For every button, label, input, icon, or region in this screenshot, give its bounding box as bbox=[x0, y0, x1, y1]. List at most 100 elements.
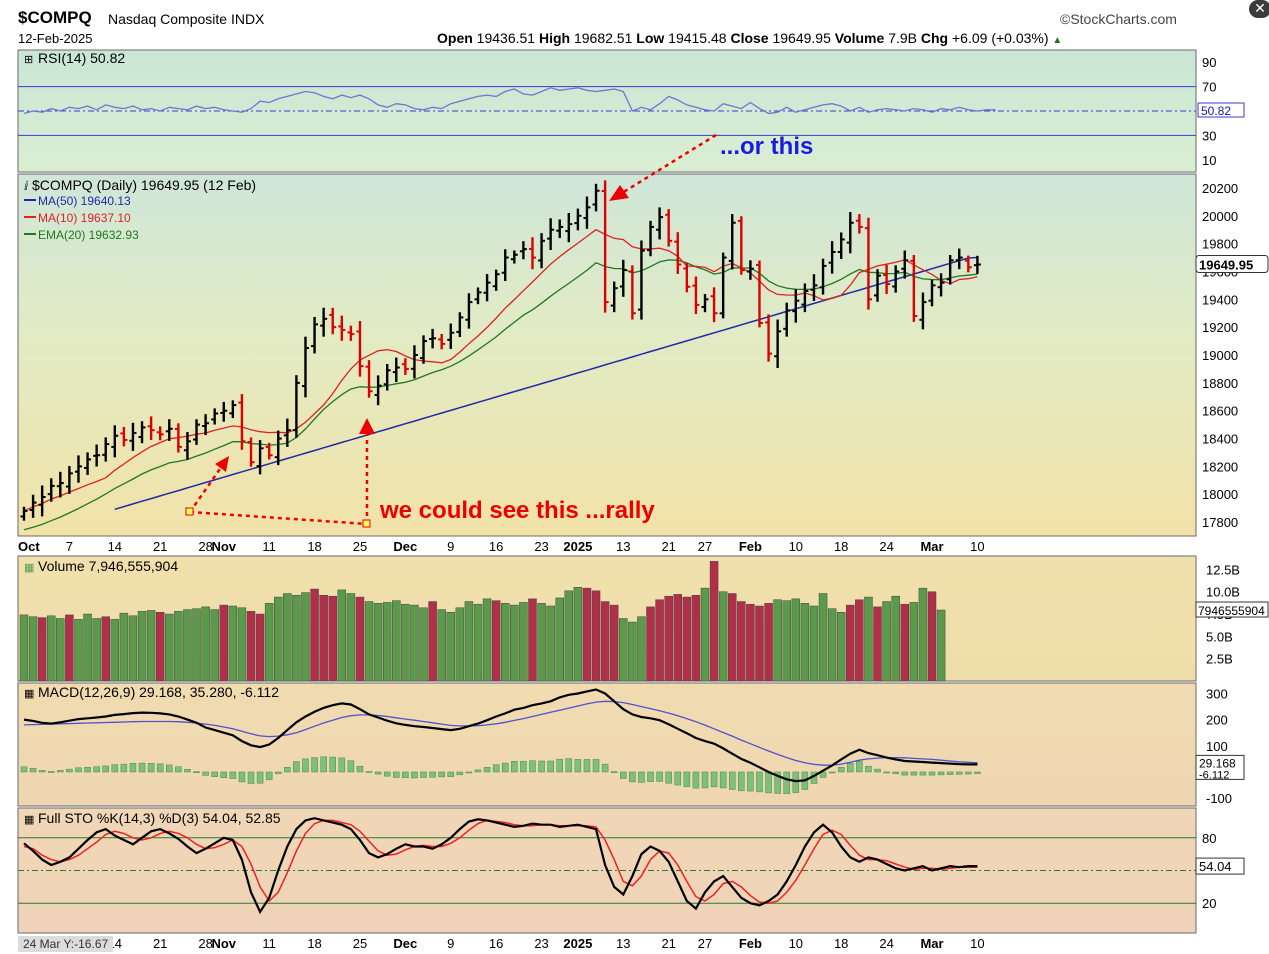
panel-macd bbox=[17, 682, 1197, 807]
macd-histogram-bar bbox=[937, 771, 945, 776]
macd-histogram-bar bbox=[456, 771, 464, 776]
sto-x-tick-label: 10 bbox=[970, 936, 984, 951]
macd-histogram-bar bbox=[583, 759, 591, 773]
volume-bar bbox=[519, 602, 528, 682]
volume-bar bbox=[764, 603, 773, 682]
sto-x-tick-label: Feb bbox=[739, 936, 762, 951]
volume-value: 7.9B bbox=[888, 30, 917, 46]
volume-bar bbox=[918, 587, 928, 682]
volume-bar bbox=[900, 603, 910, 682]
macd-last-label: 29.168 bbox=[1199, 756, 1236, 770]
price-x-tick-label: Dec bbox=[393, 539, 417, 554]
macd-histogram-bar bbox=[147, 763, 155, 773]
macd-histogram-bar bbox=[156, 763, 164, 773]
macd-histogram-bar bbox=[520, 760, 527, 773]
volume-bar bbox=[401, 603, 410, 682]
macd-histogram-bar bbox=[610, 771, 618, 773]
panel-price bbox=[17, 173, 1197, 537]
macd-histogram-bar bbox=[465, 771, 473, 774]
price-x-tick-label: Mar bbox=[920, 539, 943, 554]
volume-bar bbox=[255, 613, 265, 682]
macd-histogram-bar bbox=[592, 759, 600, 773]
chg-up-icon: ▲ bbox=[1052, 35, 1063, 46]
rally-dotted-line bbox=[189, 510, 368, 526]
price-x-tick-label: 23 bbox=[534, 539, 548, 554]
rsi-title: RSI(14) 50.82 bbox=[38, 50, 125, 66]
rally-anchor-point bbox=[362, 519, 371, 528]
low-value: 19415.48 bbox=[668, 30, 727, 46]
macd-line bbox=[23, 688, 978, 783]
sto-x-tick-label: Dec bbox=[393, 936, 417, 951]
volume-bar bbox=[673, 594, 683, 682]
or-this-arrowhead bbox=[609, 185, 629, 201]
macd-histogram-bar bbox=[601, 763, 609, 773]
volume-bar bbox=[836, 612, 846, 682]
macd-histogram-bar bbox=[429, 771, 436, 778]
macd-histogram-bar bbox=[819, 771, 827, 778]
price-x-tick-label: 21 bbox=[153, 539, 167, 554]
sto-x-tick-label: 24 bbox=[879, 936, 893, 951]
volume-bar bbox=[192, 608, 201, 682]
sto-axis-label: 20 bbox=[1202, 896, 1216, 911]
symbol-name: Nasdaq Composite INDX bbox=[108, 11, 265, 27]
volume-bar bbox=[83, 613, 92, 682]
macd-histogram-bar bbox=[565, 758, 573, 773]
macd-histogram-bar bbox=[420, 771, 427, 778]
rsi-last-label: 50.82 bbox=[1201, 104, 1231, 118]
price-x-tick-label: 9 bbox=[447, 539, 454, 554]
sto-x-tick-label: 27 bbox=[698, 936, 712, 951]
volume-bar bbox=[709, 561, 719, 682]
macd-histogram-bar bbox=[701, 771, 709, 789]
macd-histogram-bar bbox=[193, 771, 200, 773]
macd-axis-label: -100 bbox=[1206, 791, 1232, 806]
volume-bar bbox=[800, 603, 810, 682]
macd-histogram-bar bbox=[38, 770, 46, 773]
volume-bar bbox=[155, 612, 165, 682]
or-this-dotted-line bbox=[621, 133, 717, 195]
price-x-tick-label: 25 bbox=[353, 539, 367, 554]
volume-bar bbox=[119, 612, 129, 682]
symbol-title: $COMPQ bbox=[18, 8, 92, 27]
volume-bar bbox=[491, 600, 501, 682]
macd-histogram-bar bbox=[402, 771, 409, 778]
or-this-annotation: ...or this bbox=[720, 133, 813, 160]
macd-histogram-bar bbox=[919, 771, 927, 776]
volume-bar bbox=[219, 604, 229, 682]
volume-bar bbox=[682, 596, 692, 682]
volume-bar bbox=[582, 587, 592, 682]
rally-anchor-point bbox=[185, 507, 194, 516]
volume-bar bbox=[755, 605, 764, 682]
volume-bar bbox=[19, 614, 29, 682]
rsi-axis-label: 30 bbox=[1202, 128, 1216, 143]
chart-date: 12-Feb-2025 bbox=[18, 31, 93, 46]
volume-bar bbox=[28, 616, 38, 682]
macd-histogram-bar bbox=[719, 771, 727, 789]
price-x-tick-label: 11 bbox=[262, 539, 276, 554]
brand-label[interactable]: ©StockCharts.com bbox=[1060, 11, 1177, 27]
macd-histogram-bar bbox=[856, 761, 863, 773]
macd-histogram-bar bbox=[728, 771, 736, 790]
macd-histogram-bar bbox=[411, 771, 418, 779]
open-label: Open bbox=[437, 30, 473, 46]
macd-histogram-bar bbox=[284, 767, 291, 773]
macd-axis-label: 200 bbox=[1206, 713, 1228, 728]
macd-histogram-bar bbox=[374, 771, 382, 775]
cursor-readout: 24 Mar Y:-16.67 bbox=[18, 936, 114, 952]
sto-x-tick-label: 18 bbox=[307, 936, 321, 951]
volume-bar bbox=[746, 603, 755, 682]
macd-histogram-bar bbox=[511, 760, 518, 773]
volume-bar bbox=[600, 601, 610, 682]
volume-bar bbox=[628, 621, 637, 682]
volume-bar bbox=[855, 599, 864, 682]
rally-arrowhead-diag bbox=[215, 456, 229, 472]
macd-histogram-bar bbox=[501, 762, 509, 773]
sto-x-tick-label: 10 bbox=[789, 936, 803, 951]
macd-hist-last-label: -6.112 bbox=[1199, 769, 1229, 781]
macd-histogram-bar bbox=[438, 771, 445, 778]
volume-bar bbox=[864, 596, 873, 682]
volume-label: Volume bbox=[834, 30, 885, 46]
close-icon[interactable]: ✕ bbox=[1249, 0, 1269, 18]
volume-bar bbox=[310, 588, 319, 682]
macd-histogram-bar bbox=[974, 771, 981, 774]
volume-bar bbox=[46, 615, 56, 682]
